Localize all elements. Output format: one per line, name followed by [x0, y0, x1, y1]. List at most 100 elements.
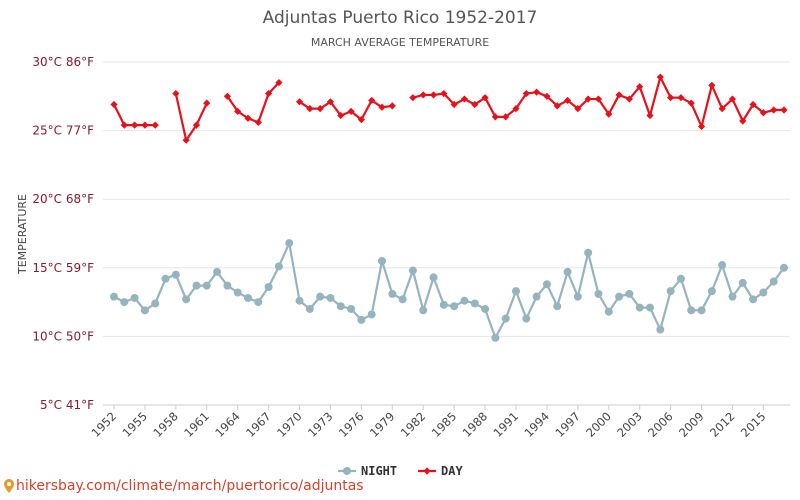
data-point: [708, 81, 716, 89]
data-point: [502, 113, 510, 121]
data-point: [213, 267, 222, 276]
x-tick-label: 1997: [552, 409, 583, 440]
data-point: [646, 303, 654, 312]
data-point: [337, 111, 345, 120]
data-point: [718, 105, 726, 113]
data-point: [357, 116, 365, 124]
data-point: [305, 304, 314, 313]
data-point: [439, 300, 448, 309]
x-tick-label: 2000: [583, 409, 614, 440]
x-tick-label: 1988: [460, 409, 491, 440]
x-tick-label: 1970: [274, 409, 305, 440]
data-point: [728, 292, 737, 301]
chart-title: Adjuntas Puerto Rico 1952-2017: [263, 8, 538, 28]
grid: [103, 61, 790, 406]
legend-item-night[interactable]: NIGHT: [338, 464, 397, 478]
data-point: [326, 293, 335, 302]
series-line: [113, 242, 785, 339]
data-point: [749, 100, 757, 109]
legend[interactable]: NIGHT DAY: [338, 464, 463, 478]
data-point: [151, 299, 160, 308]
data-point: [429, 273, 438, 282]
data-point: [408, 266, 417, 275]
data-point: [295, 296, 304, 305]
y-tick-label: 15°C 59°F: [32, 261, 94, 275]
data-point: [131, 121, 139, 129]
data-point: [574, 105, 582, 113]
y-tick-label: 5°C 41°F: [40, 398, 94, 412]
data-point: [749, 295, 758, 304]
legend-item-day[interactable]: DAY: [418, 464, 463, 478]
data-point: [728, 95, 737, 103]
x-tick-label: 1961: [181, 409, 212, 440]
series-line: [174, 93, 208, 142]
series-night: [110, 239, 788, 342]
x-tick-label: 2015: [738, 409, 769, 440]
source-url[interactable]: hikersbay.com/climate/march/puertorico/a…: [16, 478, 364, 494]
data-point: [553, 102, 561, 110]
data-point: [522, 89, 530, 98]
data-point: [378, 103, 386, 111]
data-point: [233, 288, 242, 297]
data-point: [666, 287, 675, 296]
data-point: [697, 122, 706, 131]
data-point: [707, 287, 716, 296]
data-point: [718, 261, 727, 270]
x-tick-label: 1991: [491, 409, 522, 440]
data-point: [738, 278, 747, 287]
data-point: [141, 121, 149, 129]
legend-marker: [343, 467, 351, 475]
data-point: [636, 83, 644, 91]
data-point: [110, 292, 118, 301]
y-tick-label: 30°C 86°F: [32, 55, 94, 69]
data-point: [161, 274, 170, 283]
data-point: [192, 121, 201, 129]
data-point: [223, 281, 232, 290]
data-point: [182, 136, 190, 144]
legend-marker: [423, 467, 431, 475]
x-tick-label: 2009: [676, 409, 707, 440]
data-point: [625, 289, 634, 298]
data-point: [398, 295, 407, 304]
data-point: [326, 98, 335, 106]
data-point: [532, 292, 541, 301]
x-tick-label: 1979: [367, 409, 398, 440]
data-point: [419, 91, 427, 99]
data-point: [667, 94, 675, 102]
data-point: [409, 94, 417, 102]
data-point: [182, 295, 191, 304]
data-point: [553, 302, 562, 311]
data-point: [677, 94, 685, 102]
data-point: [378, 256, 386, 265]
y-tick-label: 20°C 68°F: [32, 192, 94, 206]
data-point: [151, 121, 159, 129]
data-point: [254, 118, 262, 126]
data-point: [429, 91, 438, 99]
data-point: [265, 89, 273, 98]
data-point: [543, 92, 551, 100]
data-point: [223, 92, 231, 100]
data-point: [542, 280, 551, 289]
data-point: [687, 306, 696, 315]
x-tick-label: 1952: [89, 409, 120, 440]
data-point: [676, 274, 685, 283]
data-point: [244, 293, 252, 302]
x-tick-label: 2012: [707, 409, 738, 440]
data-point: [388, 289, 397, 298]
data-point: [388, 102, 396, 110]
data-point: [202, 281, 211, 290]
data-point: [584, 248, 593, 257]
data-point: [471, 100, 479, 109]
data-point: [171, 270, 180, 279]
data-point: [481, 304, 490, 313]
data-point: [635, 303, 644, 312]
legend-label: DAY: [441, 464, 463, 478]
data-point: [594, 289, 603, 298]
x-tick-label: 1967: [243, 409, 274, 440]
data-point: [244, 114, 252, 122]
source-link[interactable]: hikersbay.com/climate/march/puertorico/a…: [4, 478, 364, 494]
data-point: [120, 121, 128, 129]
data-point: [285, 239, 294, 248]
data-point: [615, 292, 624, 301]
legend-label: NIGHT: [361, 464, 397, 478]
